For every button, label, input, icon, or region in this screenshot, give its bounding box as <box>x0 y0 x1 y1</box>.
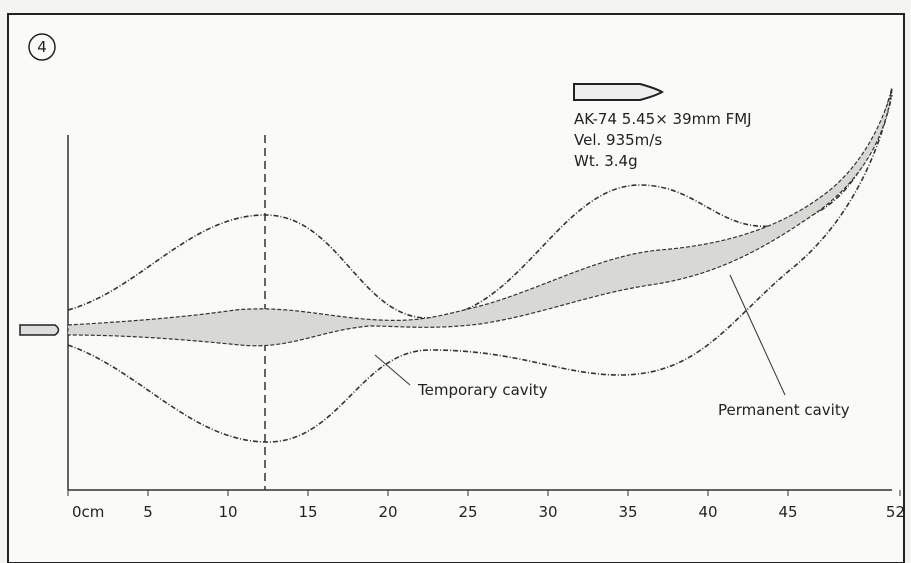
bullet-icon <box>573 83 665 101</box>
figure-number: 4 <box>37 38 47 56</box>
bullet-name: AK-74 5.45× 39mm FMJ <box>574 110 752 128</box>
tick-label: 10 <box>218 503 237 521</box>
bullet-velocity: Vel. 935m/s <box>574 131 662 149</box>
temporary-cavity-lower <box>67 94 893 443</box>
tick-label: 5 <box>143 503 153 521</box>
tick-label: 52 <box>886 503 905 521</box>
temporary-cavity-label: Temporary cavity <box>417 381 548 399</box>
bullet-weight: Wt. 3.4g <box>574 152 638 170</box>
frame <box>7 13 905 563</box>
bullet-entry-icon <box>19 324 60 336</box>
permanent-cavity-leader <box>729 274 786 396</box>
tick-label: 0cm <box>72 503 104 521</box>
temporary-cavity-leader <box>374 354 411 386</box>
tick-label: 35 <box>618 503 637 521</box>
tick-label: 30 <box>538 503 557 521</box>
figure-number-circle <box>28 33 56 61</box>
tick-label: 25 <box>458 503 477 521</box>
tick-label: 40 <box>698 503 717 521</box>
axis-ticks: 0cm 5 10 15 20 25 30 35 40 45 52 <box>67 490 905 521</box>
permanent-cavity <box>67 89 893 347</box>
tick-label: 15 <box>298 503 317 521</box>
permanent-cavity-label: Permanent cavity <box>718 401 850 419</box>
tick-label: 45 <box>778 503 797 521</box>
tick-label: 20 <box>378 503 397 521</box>
